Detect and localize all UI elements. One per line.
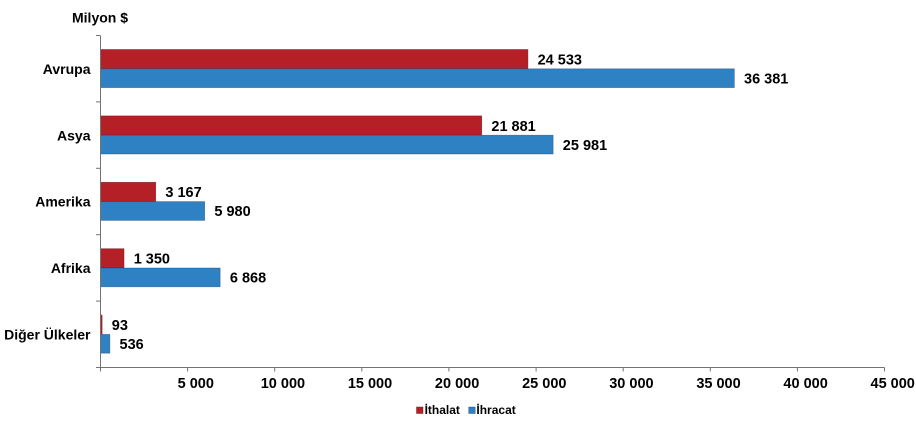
svg-text:25 981: 25 981 bbox=[563, 138, 607, 154]
svg-text:5 000: 5 000 bbox=[178, 376, 214, 392]
svg-text:25 000: 25 000 bbox=[522, 376, 566, 392]
svg-text:İhracat: İhracat bbox=[476, 402, 515, 417]
svg-text:1 350: 1 350 bbox=[134, 252, 170, 268]
svg-text:Diğer Ülkeler: Diğer Ülkeler bbox=[4, 327, 91, 343]
svg-text:24 533: 24 533 bbox=[538, 52, 582, 68]
svg-text:21 881: 21 881 bbox=[491, 119, 535, 135]
svg-text:536: 536 bbox=[120, 337, 144, 353]
svg-text:30 000: 30 000 bbox=[609, 376, 653, 392]
svg-text:3 167: 3 167 bbox=[165, 185, 201, 201]
svg-text:Afrika: Afrika bbox=[51, 260, 91, 276]
svg-text:İthalat: İthalat bbox=[425, 402, 460, 417]
svg-text:5 980: 5 980 bbox=[214, 204, 250, 220]
svg-text:Milyon $: Milyon $ bbox=[72, 10, 128, 26]
svg-text:20 000: 20 000 bbox=[435, 376, 479, 392]
svg-text:93: 93 bbox=[112, 318, 128, 334]
svg-text:Asya: Asya bbox=[57, 127, 91, 143]
svg-text:40 000: 40 000 bbox=[783, 376, 827, 392]
svg-text:6 868: 6 868 bbox=[230, 271, 266, 287]
svg-text:Amerika: Amerika bbox=[35, 194, 90, 210]
svg-text:15 000: 15 000 bbox=[348, 376, 392, 392]
svg-text:45 000: 45 000 bbox=[871, 376, 915, 392]
svg-text:36 381: 36 381 bbox=[744, 71, 788, 87]
svg-text:10 000: 10 000 bbox=[261, 376, 305, 392]
svg-text:Avrupa: Avrupa bbox=[43, 61, 91, 77]
svg-text:35 000: 35 000 bbox=[696, 376, 740, 392]
